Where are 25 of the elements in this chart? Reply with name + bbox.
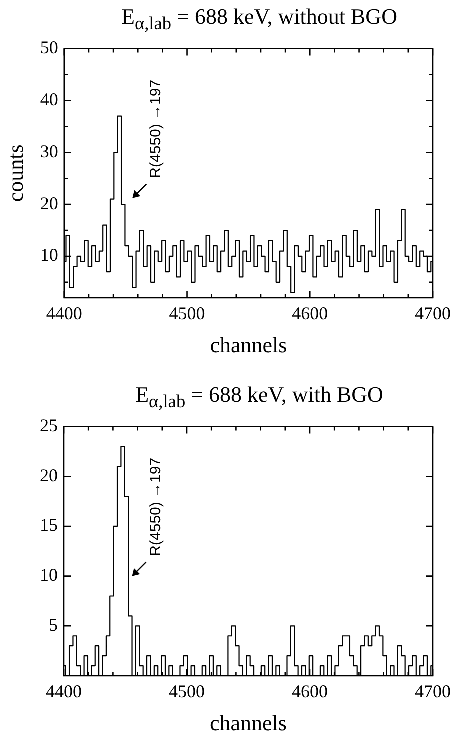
y-tick-label: 40 <box>40 89 58 110</box>
y-tick-label: 30 <box>40 141 58 162</box>
annotation: R(4550) →197 <box>147 458 164 556</box>
y-tick-label: 25 <box>40 416 58 436</box>
x-tick-label: 4400 <box>46 682 82 702</box>
chart-title: E$_{α,lab}$ = 688 keV, with BGO <box>134 381 384 412</box>
y-tick-label: 15 <box>40 515 58 536</box>
annotation: R(4550) →197 <box>148 80 165 178</box>
y-tick-label: 20 <box>40 193 58 214</box>
x-tick-label: 4400 <box>46 304 82 324</box>
y-tick-label: 50 <box>40 38 58 58</box>
y-axis-title: counts <box>2 144 28 202</box>
y-tick-label: 5 <box>49 614 58 635</box>
y-tick-label: 20 <box>40 465 58 486</box>
x-tick-label: 4700 <box>415 304 451 324</box>
x-axis-title: channels <box>210 710 287 736</box>
y-tick-label: 10 <box>40 245 58 266</box>
chart-title: E$_{α,lab}$ = 688 keV, without BGO <box>120 3 398 34</box>
y-tick-label: 10 <box>40 565 58 586</box>
x-tick-label: 4600 <box>292 304 328 324</box>
x-tick-label: 4500 <box>169 682 205 702</box>
x-tick-label: 4600 <box>292 682 328 702</box>
x-axis-title: channels <box>210 332 288 358</box>
x-tick-label: 4500 <box>169 304 206 324</box>
x-tick-label: 4700 <box>415 682 451 702</box>
